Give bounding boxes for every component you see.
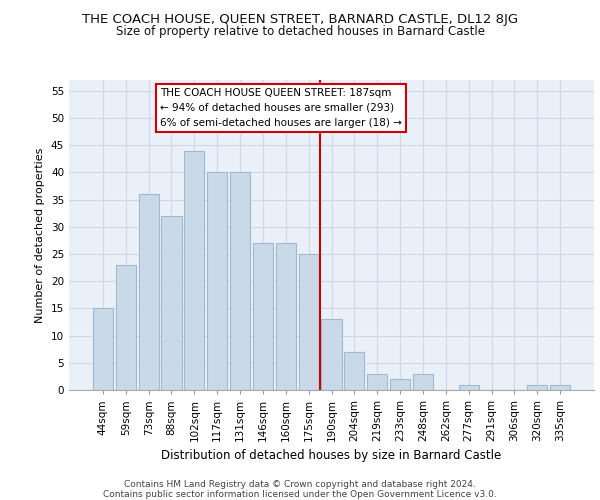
Text: Size of property relative to detached houses in Barnard Castle: Size of property relative to detached ho… xyxy=(115,25,485,38)
Bar xyxy=(458,384,479,390)
Bar xyxy=(413,374,433,390)
Bar xyxy=(93,308,113,390)
Bar xyxy=(299,254,319,390)
Bar xyxy=(161,216,182,390)
Bar xyxy=(367,374,387,390)
Bar xyxy=(184,150,205,390)
Text: THE COACH HOUSE, QUEEN STREET, BARNARD CASTLE, DL12 8JG: THE COACH HOUSE, QUEEN STREET, BARNARD C… xyxy=(82,12,518,26)
Bar xyxy=(116,265,136,390)
Y-axis label: Number of detached properties: Number of detached properties xyxy=(35,148,46,322)
Text: Contains HM Land Registry data © Crown copyright and database right 2024.: Contains HM Land Registry data © Crown c… xyxy=(124,480,476,489)
Text: THE COACH HOUSE QUEEN STREET: 187sqm
← 94% of detached houses are smaller (293)
: THE COACH HOUSE QUEEN STREET: 187sqm ← 9… xyxy=(160,88,402,128)
Bar xyxy=(207,172,227,390)
Bar xyxy=(139,194,158,390)
Bar xyxy=(230,172,250,390)
Bar xyxy=(322,320,341,390)
X-axis label: Distribution of detached houses by size in Barnard Castle: Distribution of detached houses by size … xyxy=(161,450,502,462)
Bar xyxy=(527,384,547,390)
Bar xyxy=(344,352,364,390)
Text: Contains public sector information licensed under the Open Government Licence v3: Contains public sector information licen… xyxy=(103,490,497,499)
Bar xyxy=(390,379,410,390)
Bar xyxy=(276,243,296,390)
Bar xyxy=(550,384,570,390)
Bar xyxy=(253,243,273,390)
